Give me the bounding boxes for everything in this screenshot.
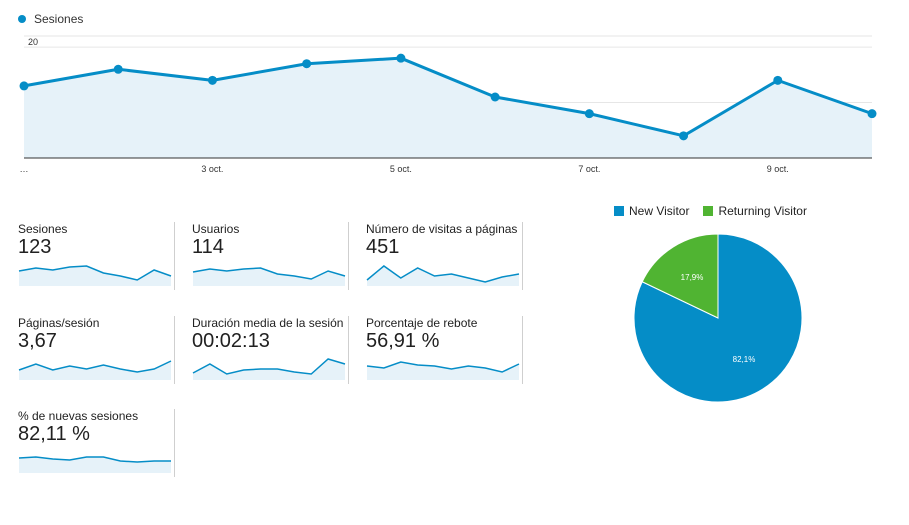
legend-dot-icon: [18, 15, 26, 23]
sparkline-area: [19, 457, 171, 473]
metric-sparkline: [366, 361, 520, 380]
sparkline-line: [366, 361, 520, 373]
sparkline-area: [193, 268, 345, 286]
legend-label: Sesiones: [34, 12, 84, 26]
x-tick-label: …: [20, 164, 29, 174]
metric-sparkline: [366, 265, 520, 286]
main-chart-legend[interactable]: Sesiones: [18, 12, 83, 26]
metric-label: % de nuevas sesiones: [18, 409, 139, 423]
sparkline-area: [367, 362, 519, 380]
x-tick-label: 5 oct.: [390, 164, 412, 174]
sparkline-line: [192, 358, 346, 375]
metric-tile[interactable]: Número de visitas a páginas 451: [366, 222, 523, 290]
data-point[interactable]: [207, 75, 217, 85]
sparkline-line: [192, 267, 346, 280]
data-point[interactable]: [19, 81, 29, 91]
data-point[interactable]: [584, 109, 594, 119]
metric-sparkline: [18, 360, 172, 380]
data-point[interactable]: [113, 64, 123, 74]
data-point[interactable]: [302, 59, 312, 69]
pie-slice[interactable]: [641, 233, 719, 319]
sparkline-line: [18, 265, 172, 281]
legend-swatch-icon: [614, 206, 624, 216]
metric-tile[interactable]: Sesiones 123: [18, 222, 175, 290]
metric-value: 56,91 %: [366, 330, 440, 352]
metric-tile[interactable]: % de nuevas sesiones 82,11 %: [18, 409, 175, 477]
pie-legend-label: New Visitor: [629, 204, 690, 218]
metric-label: Duración media de la sesión: [192, 316, 344, 330]
data-point[interactable]: [867, 109, 877, 119]
metric-value: 123: [18, 236, 52, 258]
metric-sparkline: [18, 456, 171, 473]
sparkline-line: [18, 360, 172, 373]
x-tick-label: 3 oct.: [201, 164, 223, 174]
metric-label: Sesiones: [18, 222, 68, 236]
metric-value: 82,11 %: [18, 423, 90, 445]
data-point[interactable]: [679, 131, 689, 141]
pie-legend: New Visitor Returning Visitor: [614, 204, 821, 218]
data-point[interactable]: [490, 92, 500, 102]
series-area: [24, 58, 872, 158]
metric-label: Número de visitas a páginas: [366, 222, 518, 236]
visitor-type-pie-chart[interactable]: 82,1% 17,9%: [620, 225, 820, 410]
metric-value: 451: [366, 236, 400, 258]
sparkline-area: [19, 361, 171, 380]
metric-label: Páginas/sesión: [18, 316, 100, 330]
data-point[interactable]: [773, 75, 783, 85]
sparkline-line: [18, 456, 171, 463]
sessions-line-chart[interactable]: 1020…3 oct.5 oct.7 oct.9 oct.: [0, 0, 909, 190]
metric-label: Porcentaje de rebote: [366, 316, 478, 330]
sparkline-area: [19, 266, 171, 286]
pie-slice-label: 17,9%: [681, 273, 704, 282]
metric-tile[interactable]: Páginas/sesión 3,67: [18, 316, 175, 384]
sparkline-area: [367, 266, 519, 286]
y-tick-label: 20: [28, 37, 38, 47]
pie-slice[interactable]: [633, 233, 803, 403]
metric-tile[interactable]: Porcentaje de rebote 56,91 %: [366, 316, 523, 384]
x-tick-label: 9 oct.: [767, 164, 789, 174]
data-point[interactable]: [396, 53, 406, 63]
metric-label: Usuarios: [192, 222, 240, 236]
metric-sparkline: [192, 358, 346, 380]
pie-legend-item-new-visitor[interactable]: New Visitor: [614, 204, 689, 218]
metric-tile[interactable]: Duración media de la sesión 00:02:13: [192, 316, 349, 384]
pie-legend-label: Returning Visitor: [718, 204, 807, 218]
metric-value: 114: [192, 236, 224, 258]
legend-swatch-icon: [703, 206, 714, 216]
metric-tile[interactable]: Usuarios 114: [192, 222, 349, 290]
metric-value: 3,67: [18, 330, 57, 352]
pie-slice-label: 82,1%: [733, 355, 756, 364]
x-tick-label: 7 oct.: [578, 164, 600, 174]
sparkline-line: [366, 265, 520, 283]
metric-sparkline: [192, 267, 346, 286]
series-line: [23, 56, 873, 138]
pie-legend-item-returning-visitor[interactable]: Returning Visitor: [703, 204, 807, 218]
metric-sparkline: [18, 265, 172, 286]
metric-value: 00:02:13: [192, 330, 270, 352]
